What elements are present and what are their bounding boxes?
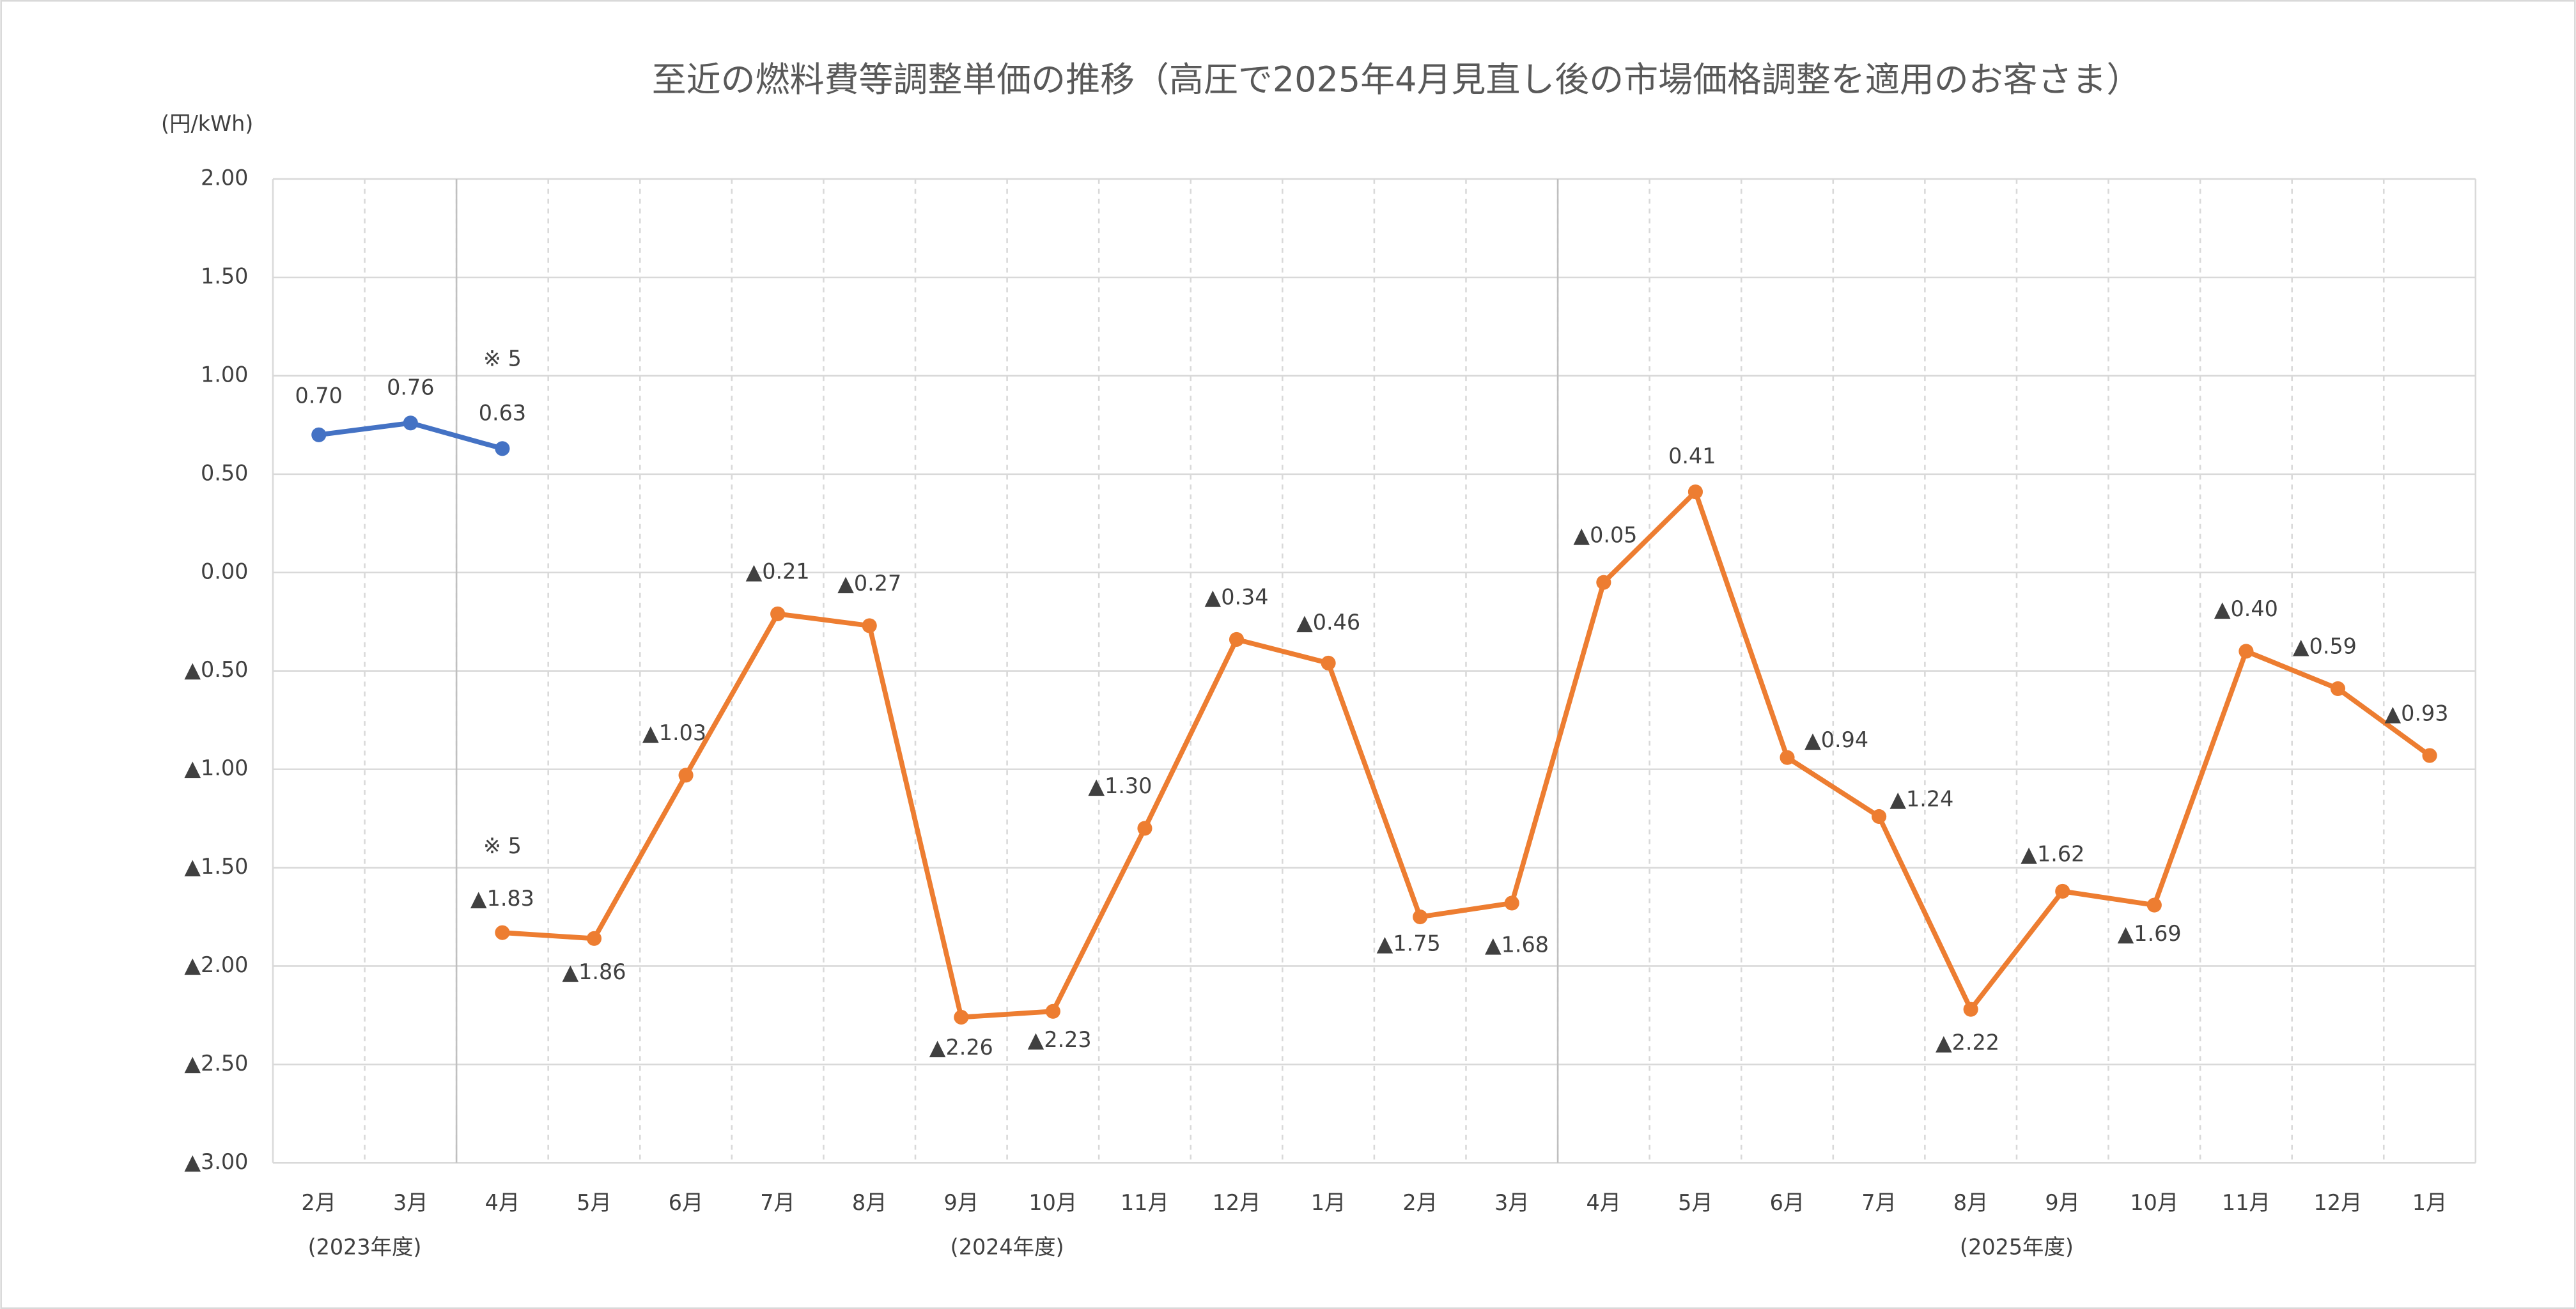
x-tick-label: 2月 <box>1402 1190 1438 1215</box>
data-label: ▲0.59 <box>2293 634 2357 659</box>
data-point <box>954 1009 969 1025</box>
x-tick-label: 6月 <box>1770 1190 1805 1215</box>
x-tick-label: 11月 <box>2222 1190 2270 1215</box>
y-tick-label: 1.50 <box>201 264 248 289</box>
data-label: ▲2.22 <box>1936 1030 1999 1055</box>
y-tick-label: 1.00 <box>201 362 248 387</box>
data-point <box>1413 909 1428 925</box>
data-point <box>2330 681 2346 696</box>
x-tick-label: 9月 <box>2045 1190 2080 1215</box>
y-tick-label: ▲3.00 <box>184 1149 248 1174</box>
x-tick-label: 10月 <box>2130 1190 2178 1215</box>
x-tick-label: 2月 <box>301 1190 336 1215</box>
data-point <box>1504 895 1519 911</box>
data-label: ▲0.27 <box>837 571 901 596</box>
y-tick-label: ▲2.00 <box>184 952 248 977</box>
data-point <box>403 415 418 431</box>
data-label: 0.63 <box>479 400 526 425</box>
data-label: ▲0.34 <box>1205 585 1269 610</box>
data-label: ▲1.30 <box>1088 773 1152 798</box>
data-point <box>1137 821 1152 836</box>
x-tick-label: 1月 <box>2412 1190 2448 1215</box>
group-label: (2025年度) <box>1960 1234 2074 1259</box>
series-line <box>502 489 2432 1020</box>
x-tick-label: 1月 <box>1311 1190 1346 1215</box>
data-point <box>495 925 510 940</box>
x-tick-label: 5月 <box>1678 1190 1713 1215</box>
x-tick-label: 3月 <box>393 1190 428 1215</box>
x-tick-label: 10月 <box>1028 1190 1077 1215</box>
annotation: ※ 5 <box>483 833 522 858</box>
data-point <box>1963 1002 1978 1017</box>
x-tick-label: 3月 <box>1494 1190 1530 1215</box>
data-label: ▲1.68 <box>1485 932 1549 957</box>
y-tick-label: 2.00 <box>201 166 248 190</box>
x-tick-label: 12月 <box>1213 1190 1261 1215</box>
data-label: 0.70 <box>295 383 343 408</box>
data-label: ▲1.62 <box>2021 841 2084 866</box>
data-point <box>495 441 510 456</box>
data-label: ▲0.21 <box>746 559 810 584</box>
y-tick-label: 0.50 <box>201 460 248 485</box>
data-label: ▲1.03 <box>642 720 706 745</box>
y-tick-label: ▲1.50 <box>184 854 248 879</box>
data-point <box>586 931 602 946</box>
data-point <box>2146 897 2162 913</box>
y-unit: (円/kWh) <box>161 111 253 136</box>
x-tick-label: 5月 <box>577 1190 612 1215</box>
x-tick-label: 4月 <box>485 1190 520 1215</box>
data-point <box>678 768 694 783</box>
data-point <box>1596 575 1611 590</box>
data-label: 0.76 <box>387 375 434 399</box>
data-point <box>770 606 786 621</box>
data-point <box>1688 484 1703 500</box>
data-point <box>862 618 877 633</box>
data-label: ▲1.83 <box>470 886 534 911</box>
group-label: (2023年度) <box>308 1234 422 1259</box>
annotation: ※ 5 <box>483 346 522 371</box>
data-label: ▲2.26 <box>929 1035 993 1060</box>
y-tick-label: ▲2.50 <box>184 1051 248 1076</box>
x-tick-label: 7月 <box>760 1190 795 1215</box>
data-label: ▲0.94 <box>1804 727 1868 752</box>
x-tick-label: 4月 <box>1587 1190 1622 1215</box>
data-label: ▲1.86 <box>562 959 626 984</box>
chart-title: 至近の燃料費等調整単価の推移（高圧で2025年4月見直し後の市場価格調整を適用の… <box>652 59 2141 100</box>
data-label: ▲1.75 <box>1377 931 1441 956</box>
x-tick-label: 8月 <box>852 1190 887 1215</box>
data-point <box>1780 750 1795 765</box>
data-label: ▲1.69 <box>2118 921 2182 946</box>
x-tick-label: 12月 <box>2314 1190 2363 1215</box>
y-tick-label: 0.00 <box>201 559 248 584</box>
data-point <box>1321 655 1336 670</box>
data-point <box>2422 748 2437 763</box>
x-tick-label: 9月 <box>943 1190 979 1215</box>
data-point <box>311 427 327 442</box>
data-point <box>1045 1003 1060 1019</box>
data-point <box>1872 809 1887 825</box>
x-tick-label: 8月 <box>1953 1190 1989 1215</box>
data-point <box>1229 631 1245 647</box>
group-label: (2024年度) <box>950 1234 1064 1259</box>
data-point <box>2055 883 2070 899</box>
x-tick-label: 6月 <box>669 1190 704 1215</box>
data-label: ▲0.46 <box>1296 610 1360 635</box>
y-tick-label: ▲0.50 <box>184 657 248 682</box>
data-label: ▲2.23 <box>1028 1027 1092 1052</box>
y-tick-label: ▲1.00 <box>184 755 248 780</box>
data-label: ▲0.05 <box>1573 523 1637 548</box>
x-tick-label: 7月 <box>1861 1190 1897 1215</box>
data-label: ▲1.24 <box>1889 786 1953 811</box>
data-point <box>2238 644 2254 659</box>
data-label: ▲0.40 <box>2214 596 2278 621</box>
data-label: 0.41 <box>1668 444 1716 469</box>
x-tick-label: 11月 <box>1121 1190 1169 1215</box>
data-label: ▲0.93 <box>2384 701 2448 725</box>
